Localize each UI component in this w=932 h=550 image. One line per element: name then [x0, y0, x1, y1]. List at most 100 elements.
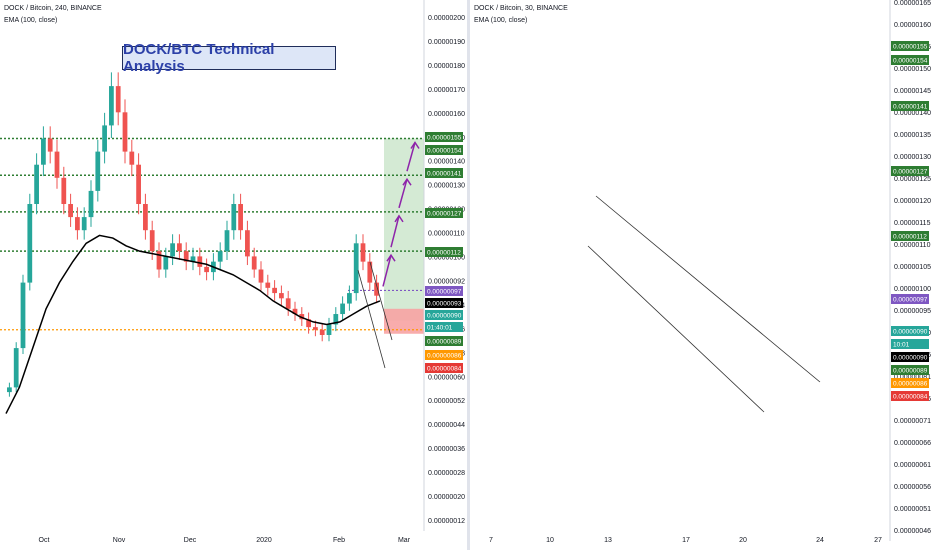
time-tick-label: 20 — [739, 537, 747, 544]
price-tag — [891, 55, 929, 65]
price-tag-label: 0.00000097 — [893, 297, 928, 304]
price-tick-label: 0.00000056 — [894, 484, 931, 491]
price-tick-label: 0.00000125 — [894, 176, 931, 183]
price-tick-label: 0.00000170 — [428, 87, 465, 94]
price-tick-label: 0.00000160 — [428, 111, 465, 118]
candle-body — [61, 177, 67, 205]
candle-body — [122, 112, 128, 152]
price-tag-label: 0.00000155 — [893, 44, 928, 51]
time-tick-label: Nov — [113, 537, 126, 544]
price-tag-label: 0.00000090 — [893, 355, 928, 362]
candle-body — [217, 251, 223, 262]
candle-body — [204, 266, 209, 273]
time-tick-label: Feb — [333, 537, 345, 544]
projection-arrow-2 — [398, 178, 408, 209]
left-chart-svg[interactable]: 0.00000200 0.00000190 0.00000180 0.00000170… — [0, 0, 468, 550]
candle-body — [374, 282, 379, 296]
candle-body — [292, 308, 298, 315]
price-tag-label: 0.00000093 — [427, 301, 462, 308]
price-tick-label: 0.00000130 — [894, 154, 931, 161]
candle-body — [177, 243, 182, 252]
price-tag — [891, 339, 929, 349]
projection-arrow-0 — [382, 254, 392, 287]
time-tick-label: Oct — [39, 537, 50, 544]
price-tag-label: 0.00000112 — [893, 234, 927, 241]
price-tag-label: 0.00000090 — [893, 329, 928, 336]
price-tick-label: 0.00000044 — [428, 422, 465, 429]
candle-body — [251, 256, 257, 270]
candle-body — [197, 256, 203, 267]
left-chart-panel[interactable]: 0.00000200 0.00000190 0.00000180 0.00000170… — [0, 0, 468, 550]
price-tick-label: 0.00000046 — [894, 528, 931, 535]
price-tick-label: 0.00000150 — [894, 66, 931, 73]
candle-body — [313, 327, 318, 330]
candle-body — [265, 282, 271, 288]
candle-body — [34, 164, 39, 205]
price-tick-label: 0.00000060 — [428, 374, 465, 381]
price-tag-label: 0.00000154 — [427, 148, 462, 155]
right-legend-ema: EMA (100, close) — [474, 17, 528, 24]
candle-body — [136, 164, 141, 205]
candle-body — [163, 256, 169, 270]
price-tick-label: 0.00000140 — [428, 159, 465, 166]
price-tick-label: 0.00000095 — [894, 308, 931, 315]
candle-body — [109, 86, 114, 126]
price-tag-label: 10:01 — [893, 342, 910, 349]
price-tag-label: 0.00000084 — [427, 366, 462, 373]
price-tick-label: 0.00000066 — [894, 440, 931, 447]
price-tag — [425, 286, 463, 296]
candle-body — [258, 269, 264, 283]
price-tag-label: 0.00000127 — [893, 169, 928, 176]
price-tick-label: 0.00000110 — [894, 242, 931, 249]
candle-body — [231, 204, 237, 231]
candle-body — [95, 151, 101, 191]
projection-arrow-head-1 — [394, 214, 404, 223]
price-tick-label: 0.00000145 — [894, 88, 931, 95]
price-tick-label: 0.00000061 — [894, 462, 931, 469]
price-tag-label: 0.00000127 — [427, 211, 462, 218]
candle-body — [306, 319, 311, 328]
price-tick-label: 0.00000100 — [894, 286, 931, 293]
right-chart-svg[interactable]: 0.00000165 0.00000160 0.00000155 0.00000150… — [470, 0, 932, 550]
right-legend-symbol: DOCK / Bitcoin, 30, BINANCE — [474, 5, 568, 12]
candle-body — [367, 261, 373, 283]
candle-body — [238, 204, 243, 231]
price-tag — [891, 41, 929, 51]
price-tag — [425, 350, 463, 360]
channel-line-1 — [587, 245, 765, 413]
candle-body — [129, 151, 135, 165]
channel-line-0 — [595, 195, 821, 383]
candle-body — [7, 387, 12, 393]
price-tick-label: 0.00000052 — [428, 398, 465, 405]
price-tag — [891, 101, 929, 111]
price-tick-label: 0.00000036 — [428, 446, 465, 453]
candle-body — [170, 243, 175, 257]
price-tag-label: 0.00000089 — [893, 368, 928, 375]
price-tag-label: 01:40:01 — [427, 325, 453, 332]
channel-line-1 — [369, 261, 393, 341]
price-tag-label: 0.00000086 — [427, 353, 462, 360]
price-tick-label: 0.00000190 — [428, 39, 465, 46]
price-tag — [425, 310, 463, 320]
price-tag-label: 0.00000154 — [893, 58, 928, 65]
time-tick-label: 10 — [546, 537, 554, 544]
price-tag — [425, 132, 463, 142]
time-tick-label: Mar — [398, 537, 411, 544]
price-tag — [425, 208, 463, 218]
candle-body — [245, 230, 250, 257]
panel-divider[interactable] — [467, 0, 470, 550]
candle-body — [75, 217, 80, 231]
projection-arrow-head-2 — [402, 177, 412, 186]
projection-arrow-3 — [406, 142, 416, 172]
candle-body — [190, 256, 196, 262]
candle-body — [27, 204, 33, 283]
price-tick-label: 0.00000130 — [428, 183, 465, 190]
right-chart-panel[interactable]: 0.00000165 0.00000160 0.00000155 0.00000150… — [470, 0, 932, 550]
candle-body — [156, 251, 162, 270]
candle-body — [81, 217, 87, 231]
time-tick-label: 27 — [874, 537, 882, 544]
left-legend-symbol: DOCK / Bitcoin, 240, BINANCE — [4, 5, 102, 12]
price-tick-label: 0.00000140 — [894, 110, 931, 117]
candle-body — [115, 86, 121, 113]
price-tick-label: 0.00000012 — [428, 518, 465, 525]
